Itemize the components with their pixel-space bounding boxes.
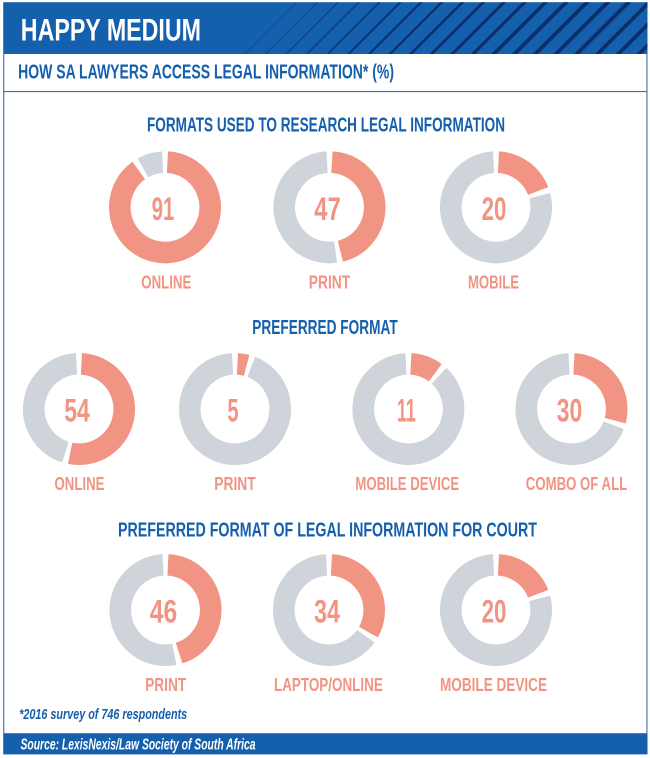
svg-text:46: 46 xyxy=(150,594,177,630)
svg-text:ONLINE: ONLINE xyxy=(141,271,191,292)
svg-text:5: 5 xyxy=(227,393,238,429)
svg-text:91: 91 xyxy=(152,191,175,227)
svg-text:MOBILE DEVICE: MOBILE DEVICE xyxy=(355,473,459,494)
svg-text:HOW SA LAWYERS ACCESS LEGAL IN: HOW SA LAWYERS ACCESS LEGAL INFORMATION*… xyxy=(18,61,394,83)
svg-text:COMBO OF ALL: COMBO OF ALL xyxy=(526,473,627,494)
svg-text:*2016 survey of 746 respondent: *2016 survey of 746 respondents xyxy=(19,706,187,723)
svg-text:MOBILE DEVICE: MOBILE DEVICE xyxy=(440,674,547,695)
svg-text:LAPTOP/ONLINE: LAPTOP/ONLINE xyxy=(274,674,383,695)
svg-text:30: 30 xyxy=(557,393,582,429)
svg-text:PRINT: PRINT xyxy=(214,473,256,494)
svg-text:34: 34 xyxy=(314,594,340,630)
svg-text:20: 20 xyxy=(482,191,507,227)
svg-text:PREFERRED FORMAT: PREFERRED FORMAT xyxy=(252,317,397,339)
svg-text:20: 20 xyxy=(482,594,507,630)
svg-text:PRINT: PRINT xyxy=(145,674,187,695)
svg-text:PRINT: PRINT xyxy=(309,271,351,292)
svg-text:11: 11 xyxy=(397,393,416,429)
svg-text:54: 54 xyxy=(64,393,90,429)
svg-text:Source: LexisNexis/Law Society: Source: LexisNexis/Law Society of South … xyxy=(21,736,256,753)
svg-text:PREFERRED FORMAT OF LEGAL INFO: PREFERRED FORMAT OF LEGAL INFORMATION FO… xyxy=(118,519,537,541)
svg-text:47: 47 xyxy=(314,191,341,227)
svg-text:FORMATS USED TO RESEARCH LEGAL: FORMATS USED TO RESEARCH LEGAL INFORMATI… xyxy=(147,115,505,137)
svg-text:HAPPY MEDIUM: HAPPY MEDIUM xyxy=(21,12,201,48)
svg-text:MOBILE: MOBILE xyxy=(468,271,519,292)
svg-text:ONLINE: ONLINE xyxy=(55,473,105,494)
